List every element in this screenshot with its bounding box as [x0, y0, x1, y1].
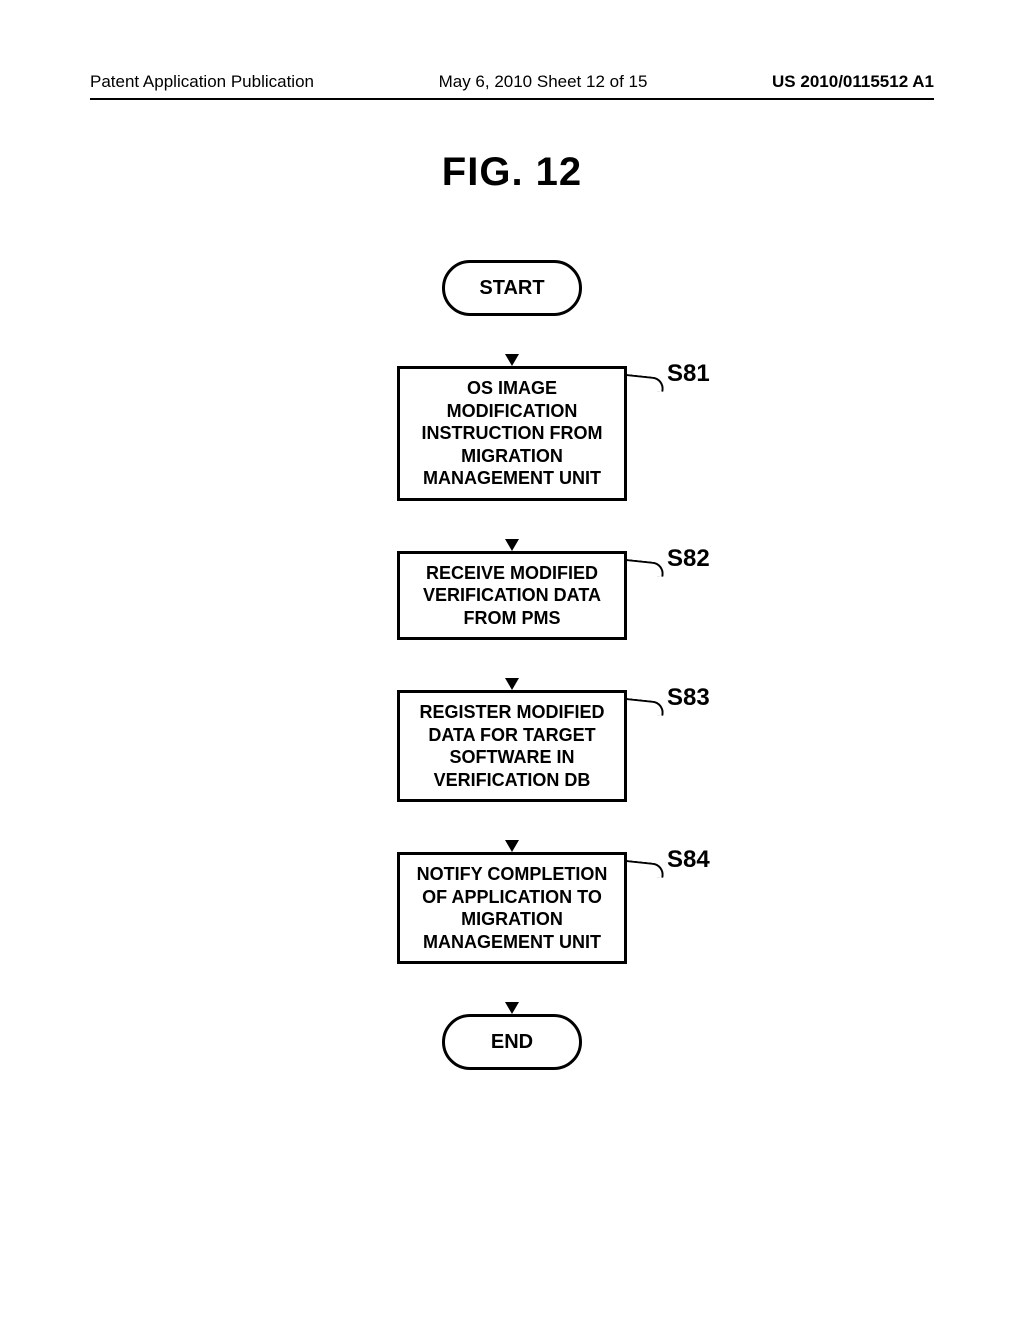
figure-title: FIG. 12	[0, 150, 1024, 195]
process-s84-text: NOTIFY COMPLETION OF APPLICATION TO MIGR…	[417, 864, 608, 952]
process-s84-wrap: NOTIFY COMPLETION OF APPLICATION TO MIGR…	[397, 852, 627, 964]
arrow	[511, 802, 514, 852]
process-s81-text: OS IMAGE MODIFICATION INSTRUCTION FROM M…	[422, 378, 603, 488]
leader-line	[626, 860, 665, 878]
process-s81-wrap: OS IMAGE MODIFICATION INSTRUCTION FROM M…	[397, 366, 627, 501]
arrow	[511, 964, 514, 1014]
page: Patent Application Publication May 6, 20…	[0, 0, 1024, 1320]
terminator-start-text: START	[479, 277, 544, 300]
process-s83-wrap: REGISTER MODIFIED DATA FOR TARGET SOFTWA…	[397, 690, 627, 802]
step-label-s83: S83	[667, 684, 710, 712]
arrow	[511, 640, 514, 690]
process-s82: RECEIVE MODIFIED VERIFICATION DATA FROM …	[397, 551, 627, 641]
leader-line	[626, 698, 665, 716]
leader-line	[626, 559, 665, 577]
process-s84: NOTIFY COMPLETION OF APPLICATION TO MIGR…	[397, 852, 627, 964]
step-label-s82: S82	[667, 545, 710, 573]
header-divider	[90, 98, 934, 100]
publication-type: Patent Application Publication	[90, 72, 314, 92]
page-header: Patent Application Publication May 6, 20…	[90, 72, 934, 92]
terminator-end: END	[442, 1014, 582, 1070]
terminator-start: START	[442, 260, 582, 316]
date-sheet: May 6, 2010 Sheet 12 of 15	[439, 72, 648, 92]
flowchart: START OS IMAGE MODIFICATION INSTRUCTION …	[0, 260, 1024, 1070]
publication-number: US 2010/0115512 A1	[772, 72, 934, 92]
step-label-s84: S84	[667, 846, 710, 874]
terminator-end-text: END	[491, 1031, 533, 1054]
process-s82-text: RECEIVE MODIFIED VERIFICATION DATA FROM …	[423, 563, 601, 628]
leader-line	[626, 374, 665, 392]
process-s81: OS IMAGE MODIFICATION INSTRUCTION FROM M…	[397, 366, 627, 501]
process-s82-wrap: RECEIVE MODIFIED VERIFICATION DATA FROM …	[397, 551, 627, 641]
arrow	[511, 316, 514, 366]
process-s83-text: REGISTER MODIFIED DATA FOR TARGET SOFTWA…	[419, 702, 604, 790]
step-label-s81: S81	[667, 360, 710, 388]
process-s83: REGISTER MODIFIED DATA FOR TARGET SOFTWA…	[397, 690, 627, 802]
arrow	[511, 501, 514, 551]
